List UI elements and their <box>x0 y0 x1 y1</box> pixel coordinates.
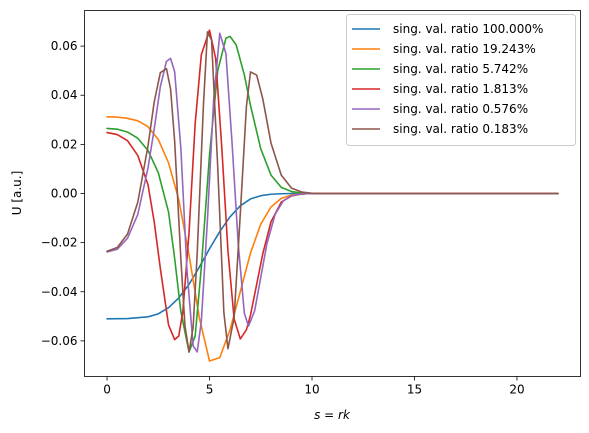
y-axis-ticks: −0.06 −0.04 −0.02 0.00 0.02 0.04 0.06 <box>41 39 85 348</box>
x-tick-label: 15 <box>407 383 422 397</box>
series-layer <box>106 29 559 362</box>
legend-label: sing. val. ratio 0.183% <box>393 122 528 136</box>
y-tick-label: 0.00 <box>51 187 78 201</box>
legend-label: sing. val. ratio 100.000% <box>393 22 543 36</box>
x-axis-ticks: 0 5 10 15 20 <box>103 376 525 397</box>
x-tick-label: 0 <box>103 383 111 397</box>
x-tick-label: 5 <box>206 383 214 397</box>
y-axis-label: U [a.u.] <box>10 171 24 216</box>
legend-label: sing. val. ratio 1.813% <box>393 82 528 96</box>
y-tick-label: −0.02 <box>41 236 78 250</box>
y-tick-label: −0.06 <box>41 334 78 348</box>
x-tick-label: 10 <box>304 383 319 397</box>
legend-label: sing. val. ratio 5.742% <box>393 62 528 76</box>
legend-entries: sing. val. ratio 100.000% sing. val. rati… <box>352 22 543 136</box>
y-tick-label: 0.06 <box>51 39 78 53</box>
x-axis-label: s = rk <box>314 408 351 422</box>
y-tick-label: 0.02 <box>51 137 78 151</box>
y-tick-label: −0.04 <box>41 285 78 299</box>
legend-label: sing. val. ratio 0.576% <box>393 102 528 116</box>
y-tick-label: 0.04 <box>51 88 78 102</box>
legend-label: sing. val. ratio 19.243% <box>393 42 536 56</box>
series-line-6 <box>106 31 559 353</box>
legend: sing. val. ratio 100.000% sing. val. rati… <box>346 14 576 146</box>
x-tick-label: 20 <box>509 383 524 397</box>
legend-frame <box>346 14 576 146</box>
